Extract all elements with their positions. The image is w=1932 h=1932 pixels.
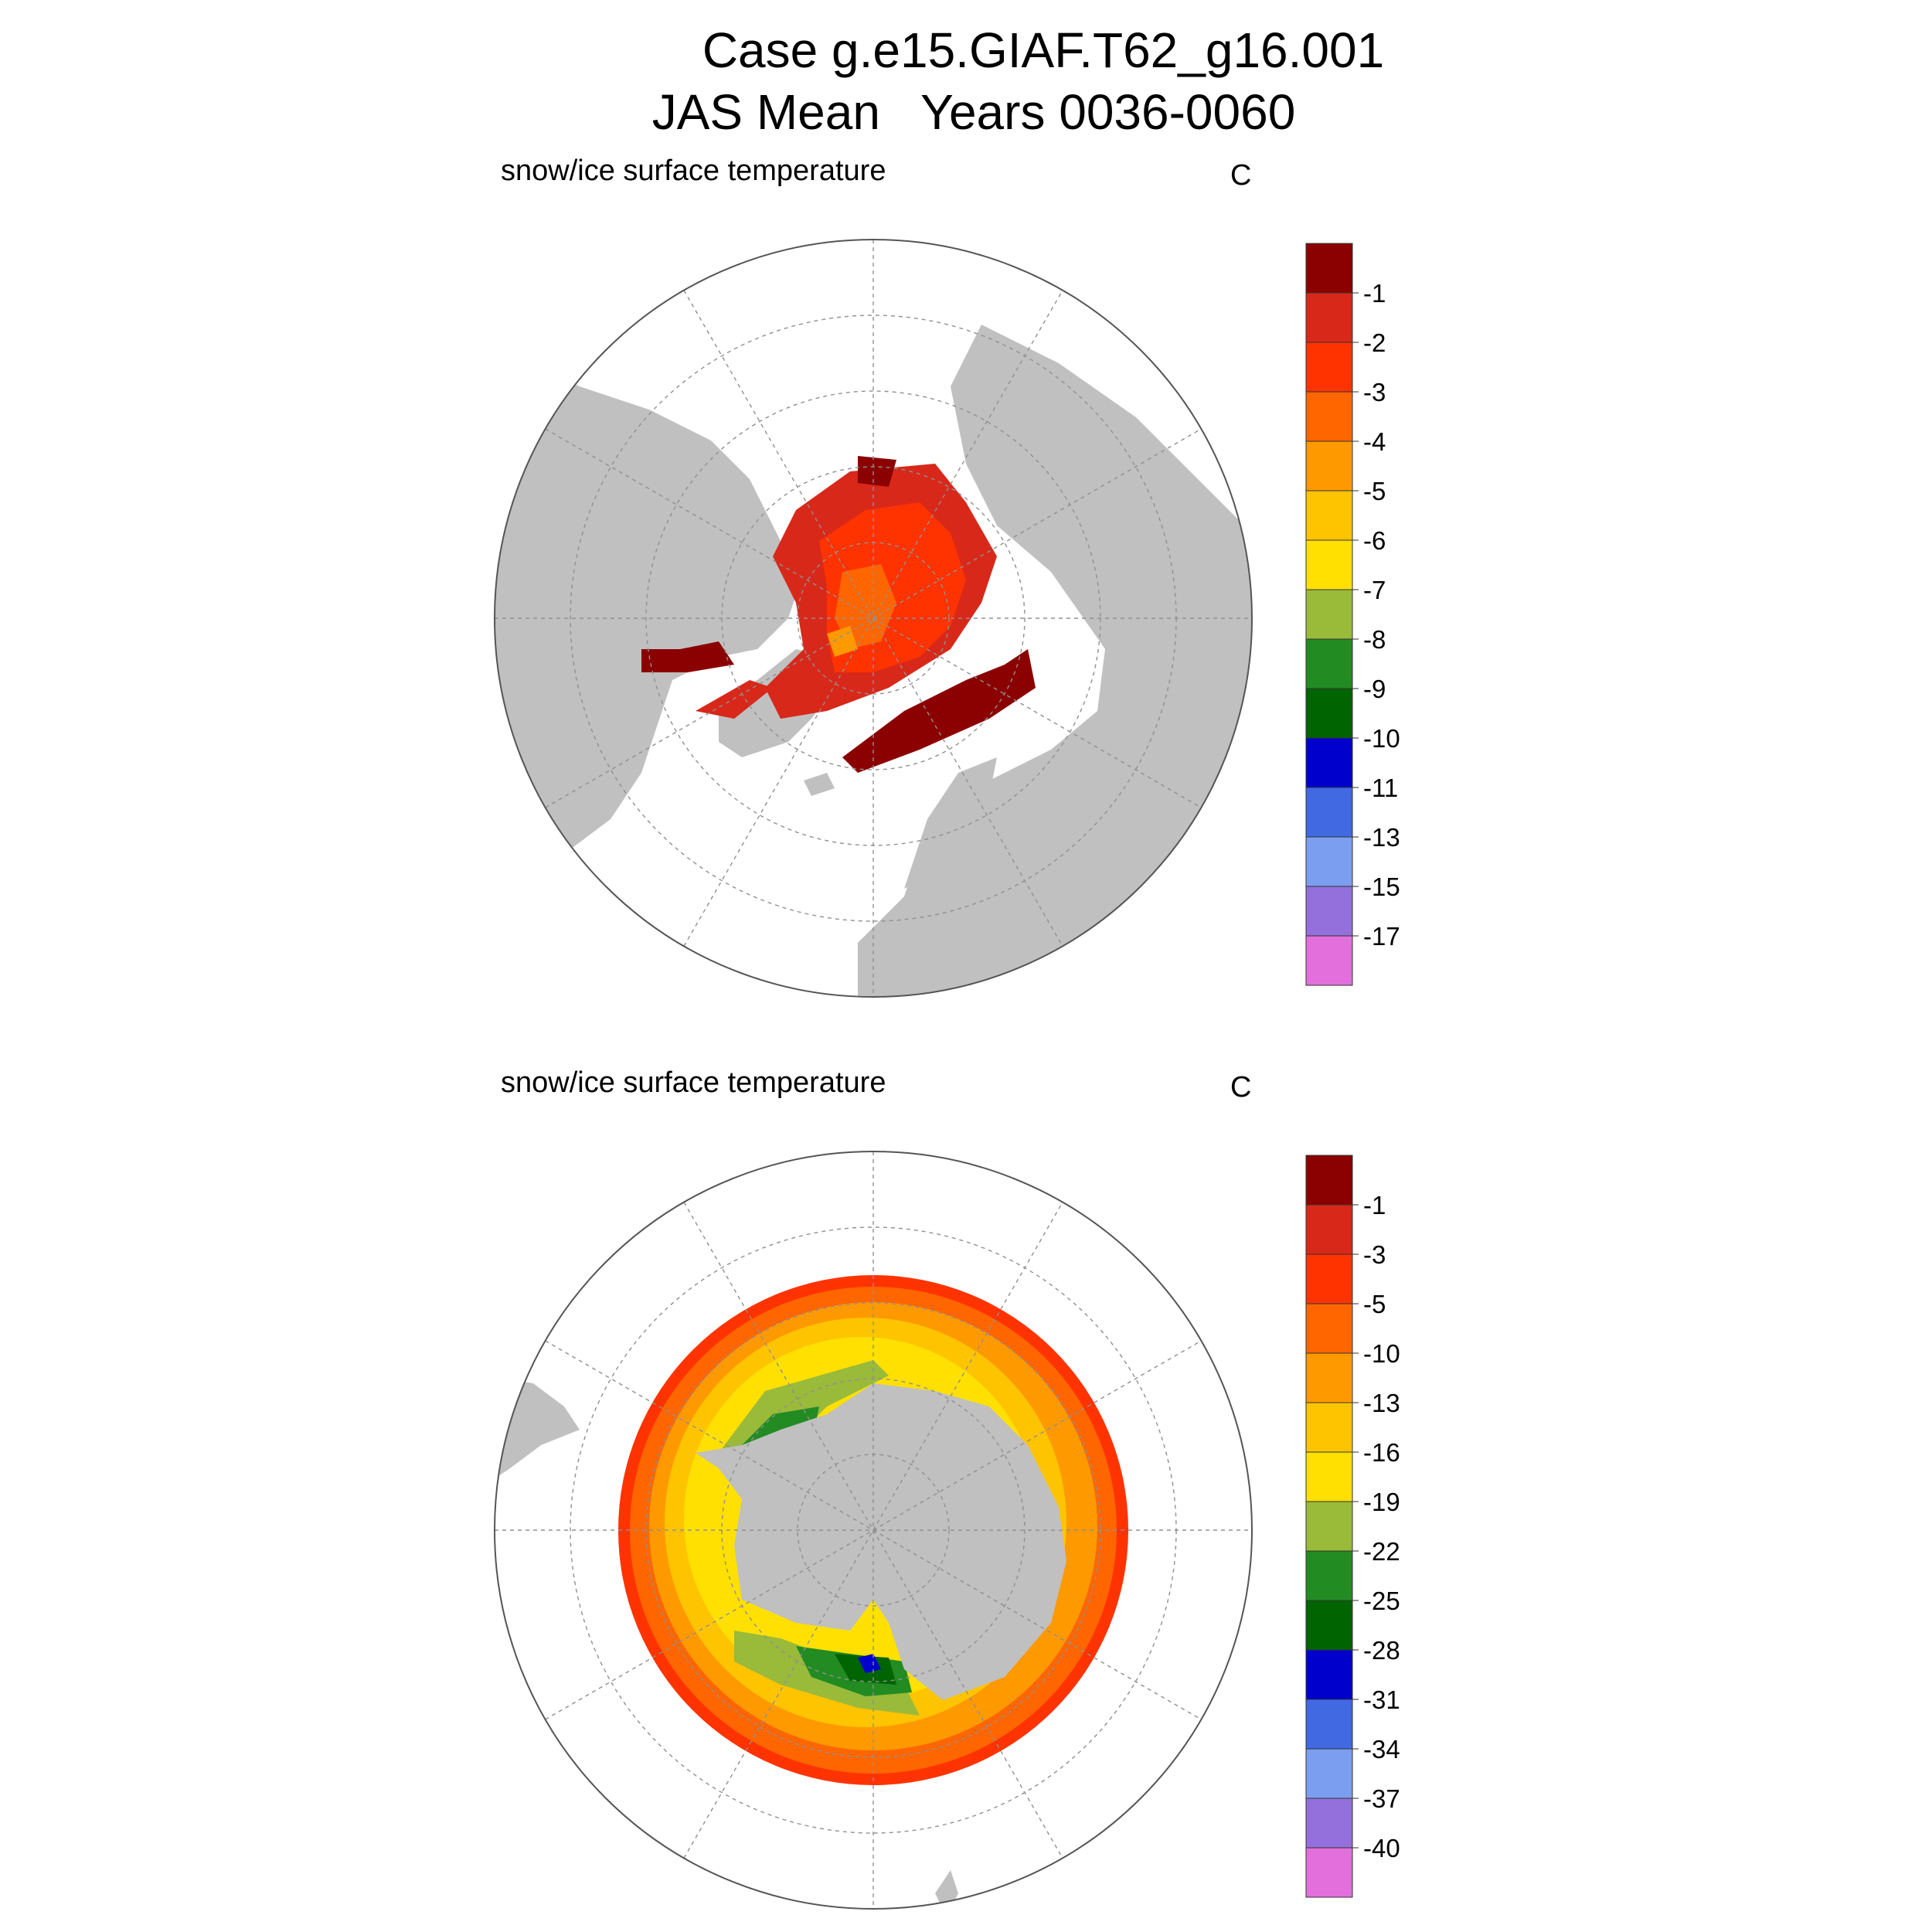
north-colorbar-label: -7 [1363, 576, 1386, 604]
north-ice-band-0-canada [641, 641, 734, 672]
north-colorbar-swatch [1305, 391, 1353, 442]
north-panel-unit: C [1230, 159, 1252, 192]
north-colorbar-swatch [1305, 787, 1353, 838]
figure-title-line-2: JAS Mean Years 0036-0060 [651, 84, 1296, 140]
north-colorbar-swatch [1305, 292, 1353, 343]
north-colorbar-label: -11 [1363, 774, 1398, 802]
north-colorbar-swatch [1305, 688, 1353, 739]
north-colorbar-swatch [1305, 539, 1353, 590]
south-colorbar-label: -3 [1363, 1240, 1386, 1269]
south-colorbar-swatch [1305, 1253, 1353, 1304]
north-colorbar-swatch [1305, 935, 1353, 986]
south-colorbar-label: -13 [1363, 1389, 1400, 1417]
north-graticule [495, 240, 1252, 997]
north-colorbar-swatch [1305, 243, 1353, 294]
north-colorbar-swatch [1305, 440, 1353, 492]
north-polar-map [494, 239, 1253, 998]
south-colorbar-swatch [1305, 1451, 1353, 1502]
north-colorbar-swatch [1305, 638, 1353, 689]
south-colorbar-swatch [1305, 1402, 1353, 1453]
south-colorbar-swatch [1305, 1501, 1353, 1552]
north-map-border [494, 239, 1253, 998]
north-colorbar-label: -4 [1363, 427, 1386, 456]
south-colorbar-swatch [1305, 1798, 1353, 1849]
south-colorbar-swatch [1305, 1352, 1353, 1403]
south-colorbar-label: -1 [1363, 1191, 1386, 1219]
north-colorbar-swatch [1305, 589, 1353, 640]
north-panel-subtitle: snow/ice surface temperature [501, 155, 886, 187]
south-colorbar-label: -25 [1363, 1587, 1400, 1615]
south-colorbar: -1 -3 -5 -10 -13 -16 -19 -22 -25 -28 -31 -34 -37 -40 [1305, 1155, 1400, 1898]
figure-title-line-1: Case g.e15.GIAF.T62_g16.001 [702, 22, 1385, 78]
north-colorbar-label: -8 [1363, 625, 1386, 654]
north-colorbar-swatch [1305, 342, 1353, 393]
south-panel-unit: C [1230, 1071, 1252, 1104]
south-colorbar-label: -10 [1363, 1339, 1400, 1368]
south-colorbar-label: -19 [1363, 1488, 1400, 1516]
north-land-north-america [495, 340, 804, 912]
south-colorbar-swatch [1305, 1303, 1353, 1354]
south-colorbar-swatch [1305, 1600, 1353, 1651]
south-colorbar-label: -37 [1363, 1784, 1400, 1813]
north-colorbar-swatch [1305, 490, 1353, 541]
north-land-scandinavia [904, 757, 997, 889]
north-colorbar-label: -9 [1363, 675, 1386, 703]
north-colorbar-label: -13 [1363, 823, 1400, 852]
south-colorbar-label: -5 [1363, 1290, 1386, 1318]
south-panel-subtitle: snow/ice surface temperature [501, 1066, 886, 1099]
north-colorbar-swatch [1305, 737, 1353, 788]
north-colorbar: -1 -2 -3 -4 -5 -6 -7 -8 -9 -10 -11 -13 -15 -17 [1305, 243, 1400, 986]
north-ice-band-0-baffin [696, 680, 773, 719]
north-ice-band-0-pacific [858, 456, 896, 487]
south-colorbar-label: -16 [1363, 1438, 1400, 1467]
south-colorbar-label: -22 [1363, 1537, 1400, 1566]
south-colorbar-swatch [1305, 1847, 1353, 1898]
north-colorbar-swatch [1305, 836, 1353, 887]
south-colorbar-swatch [1305, 1155, 1353, 1206]
south-colorbar-label: -31 [1363, 1685, 1400, 1714]
north-colorbar-label: -10 [1363, 724, 1400, 753]
north-land-iceland [804, 773, 835, 796]
north-colorbar-label: -2 [1363, 328, 1386, 357]
north-colorbar-label: -17 [1363, 922, 1400, 951]
north-colorbar-swatch [1305, 886, 1353, 937]
south-colorbar-label: -34 [1363, 1735, 1400, 1764]
south-map-border [494, 1151, 1253, 1910]
north-ice-band-0-atlantic [842, 649, 1036, 773]
south-colorbar-label: -28 [1363, 1636, 1400, 1665]
north-ice-band-4 [827, 626, 858, 657]
south-colorbar-swatch [1305, 1649, 1353, 1700]
south-land-antarctica [696, 1383, 1066, 1700]
north-colorbar-label: -15 [1363, 872, 1400, 901]
south-polar-map [494, 1151, 1253, 1910]
north-colorbar-label: -3 [1363, 378, 1386, 406]
south-colorbar-label: -40 [1363, 1834, 1400, 1862]
south-ice-ross-blue [858, 1654, 881, 1673]
north-colorbar-label: -5 [1363, 477, 1386, 505]
south-graticule [495, 1151, 1252, 1909]
north-colorbar-label: -1 [1363, 279, 1386, 308]
north-colorbar-label: -6 [1363, 526, 1386, 555]
south-colorbar-swatch [1305, 1550, 1353, 1601]
south-colorbar-swatch [1305, 1699, 1353, 1750]
south-colorbar-swatch [1305, 1204, 1353, 1255]
south-colorbar-swatch [1305, 1748, 1353, 1799]
